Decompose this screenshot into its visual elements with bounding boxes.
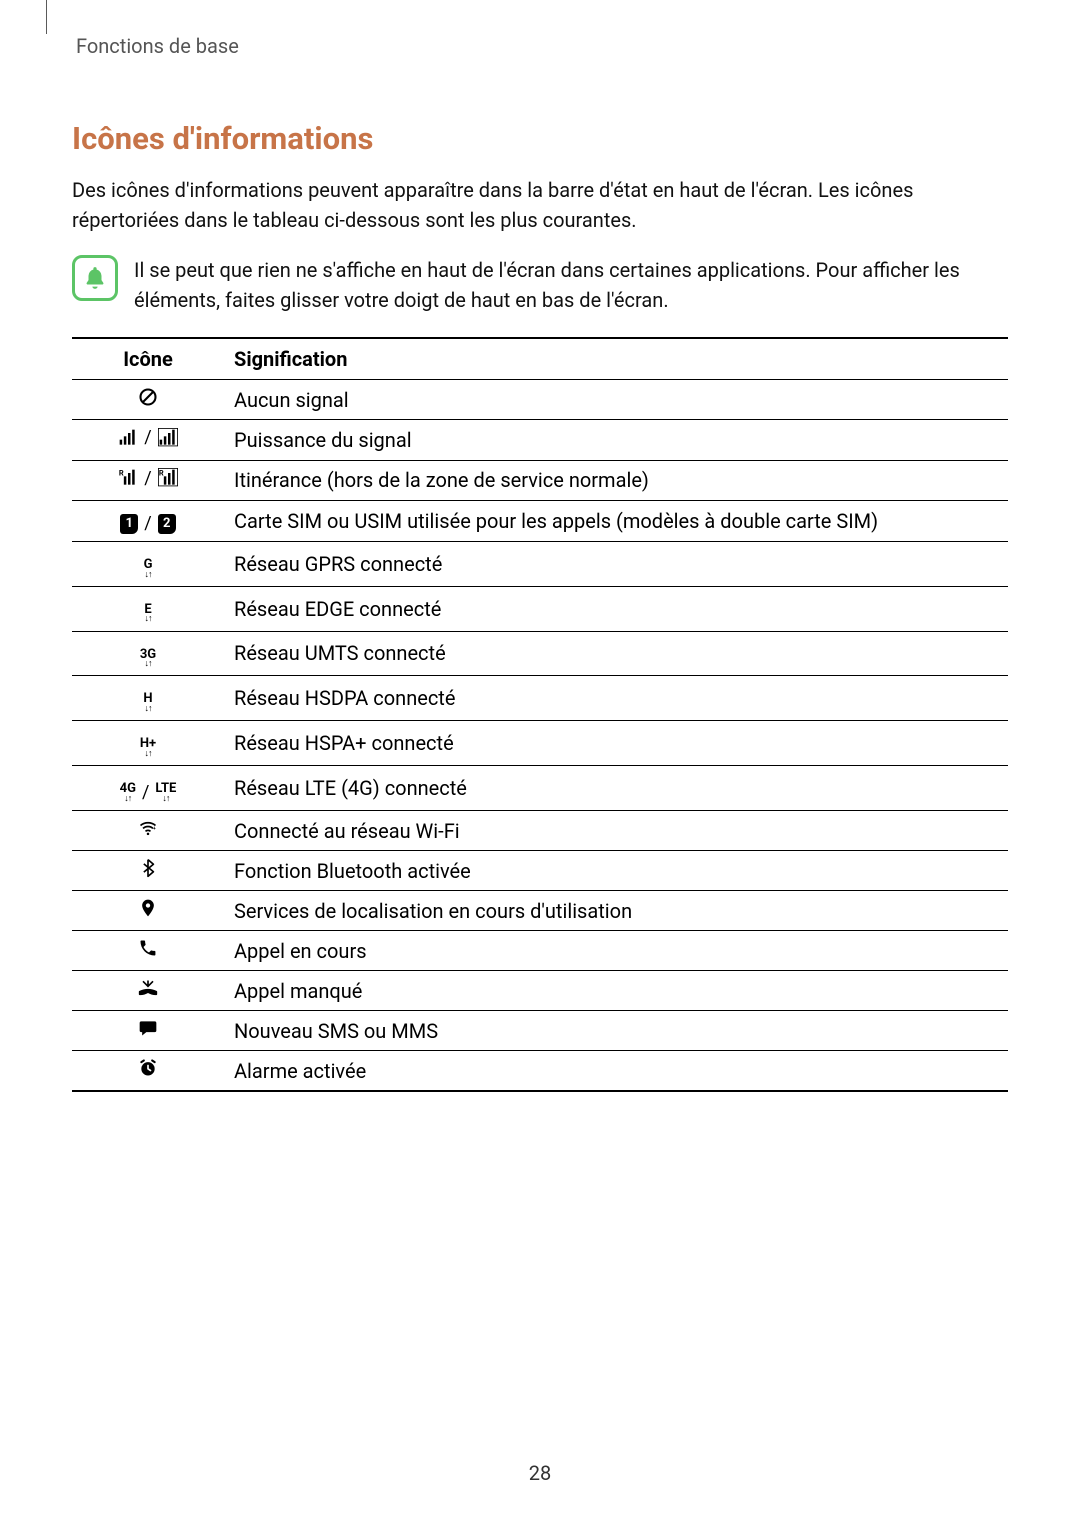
page-number: 28	[0, 1461, 1080, 1485]
svg-text:R: R	[119, 469, 124, 478]
section-title: Icônes d'informations	[72, 120, 1008, 157]
meaning-cell: Puissance du signal	[222, 420, 1008, 461]
table-row: Nouveau SMS ou MMS	[72, 1011, 1008, 1051]
alarm-icon	[72, 1051, 222, 1092]
meaning-cell: Réseau GPRS connecté	[222, 542, 1008, 587]
breadcrumb: Fonctions de base	[76, 34, 1008, 58]
lte-icon: 4G↓↑/LTE↓↑	[72, 765, 222, 810]
intro-text: Des icônes d'informations peuvent appara…	[72, 175, 1008, 235]
table-row: 4G↓↑/LTE↓↑Réseau LTE (4G) connecté	[72, 765, 1008, 810]
signal-icon: /	[72, 420, 222, 461]
header-meaning: Signification	[222, 338, 1008, 380]
meaning-cell: Itinérance (hors de la zone de service n…	[222, 460, 1008, 501]
table-row: R/RItinérance (hors de la zone de servic…	[72, 460, 1008, 501]
table-row: Services de localisation en cours d'util…	[72, 891, 1008, 931]
meaning-cell: Réseau EDGE connecté	[222, 586, 1008, 631]
meaning-cell: Fonction Bluetooth activée	[222, 851, 1008, 891]
table-row: 1/2Carte SIM ou USIM utilisée pour les a…	[72, 501, 1008, 542]
table-row: Aucun signal	[72, 380, 1008, 420]
table-row: H+↓↑Réseau HSPA+ connecté	[72, 721, 1008, 766]
table-row: 3G↓↑Réseau UMTS connecté	[72, 631, 1008, 676]
bluetooth-icon	[72, 851, 222, 891]
call-icon	[72, 931, 222, 971]
meaning-cell: Nouveau SMS ou MMS	[222, 1011, 1008, 1051]
header-icon: Icône	[72, 338, 222, 380]
table-row: Connecté au réseau Wi-Fi	[72, 811, 1008, 851]
table-header-row: Icône Signification	[72, 338, 1008, 380]
meaning-cell: Réseau UMTS connecté	[222, 631, 1008, 676]
table-row: E↓↑Réseau EDGE connecté	[72, 586, 1008, 631]
meaning-cell: Réseau LTE (4G) connecté	[222, 765, 1008, 810]
missed-icon	[72, 971, 222, 1011]
meaning-cell: Connecté au réseau Wi-Fi	[222, 811, 1008, 851]
meaning-cell: Réseau HSPA+ connecté	[222, 721, 1008, 766]
location-icon	[72, 891, 222, 931]
sim-icon: 1/2	[72, 501, 222, 542]
meaning-cell: Carte SIM ou USIM utilisée pour les appe…	[222, 501, 1008, 542]
note-box: Il se peut que rien ne s'affiche en haut…	[72, 255, 1008, 315]
icons-table: Icône Signification Aucun signal/Puissan…	[72, 337, 1008, 1092]
edge-icon: E↓↑	[72, 586, 222, 631]
meaning-cell: Appel en cours	[222, 931, 1008, 971]
table-row: /Puissance du signal	[72, 420, 1008, 461]
no-signal-icon	[72, 380, 222, 420]
umts-icon: 3G↓↑	[72, 631, 222, 676]
table-row: H↓↑Réseau HSDPA connecté	[72, 676, 1008, 721]
meaning-cell: Alarme activée	[222, 1051, 1008, 1092]
table-row: Appel en cours	[72, 931, 1008, 971]
wifi-icon	[72, 811, 222, 851]
sms-icon	[72, 1011, 222, 1051]
table-row: Alarme activée	[72, 1051, 1008, 1092]
hsdpa-icon: H↓↑	[72, 676, 222, 721]
svg-text:R: R	[159, 469, 164, 478]
gprs-icon: G↓↑	[72, 542, 222, 587]
bell-icon	[72, 255, 118, 301]
roaming-icon: R/R	[72, 460, 222, 501]
table-row: G↓↑Réseau GPRS connecté	[72, 542, 1008, 587]
meaning-cell: Services de localisation en cours d'util…	[222, 891, 1008, 931]
meaning-cell: Réseau HSDPA connecté	[222, 676, 1008, 721]
note-text: Il se peut que rien ne s'affiche en haut…	[134, 255, 1008, 315]
hspa-icon: H+↓↑	[72, 721, 222, 766]
meaning-cell: Aucun signal	[222, 380, 1008, 420]
table-row: Appel manqué	[72, 971, 1008, 1011]
meaning-cell: Appel manqué	[222, 971, 1008, 1011]
table-row: Fonction Bluetooth activée	[72, 851, 1008, 891]
